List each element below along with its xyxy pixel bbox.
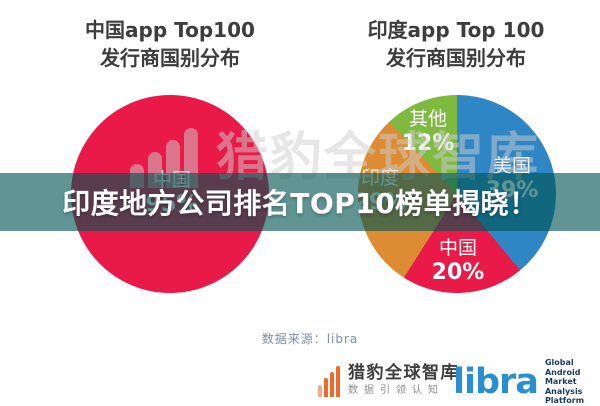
libra-tagline-line2: Android Market — [544, 367, 581, 387]
libra-logo-text: libra — [453, 361, 539, 402]
slice-label: 中国 — [438, 237, 478, 259]
cheetah-lab-logo: 猎豹全球智库 数据引领认知 — [318, 364, 459, 397]
cheetah-lab-name: 猎豹全球智库 — [348, 363, 459, 383]
libra-logo: libra Global Android Market Analysis Pla… — [453, 358, 600, 406]
headline-text: 印度地方公司排名TOP10榜单揭晓！ — [62, 187, 538, 220]
cheetah-lab-tagline: 数据引领认知 — [348, 385, 444, 396]
slice-label: 其他 — [408, 108, 448, 130]
libra-tagline-line3: Analysis Platform — [544, 386, 585, 406]
libra-logo-tagline: Global Android Market Analysis Platform — [545, 358, 600, 406]
india-pie-label-other: 其他 12% — [402, 108, 455, 156]
slice-label: 美国 — [492, 155, 532, 177]
slice-percent: 20% — [431, 260, 485, 285]
china-chart-title-line1: 中国app Top100 — [85, 18, 255, 42]
cheetah-lab-logo-text: 猎豹全球智库 数据引领认知 — [348, 364, 459, 397]
libra-tagline-line1: Global — [544, 358, 574, 367]
india-chart-title-line1: 印度app Top 100 — [367, 18, 545, 42]
india-pie-label-china: 中国 20% — [432, 237, 485, 285]
china-chart-title: 中国app Top100 发行商国别分布 — [60, 16, 280, 72]
china-chart-title-line2: 发行商国别分布 — [100, 46, 240, 70]
india-chart-title: 印度app Top 100 发行商国别分布 — [346, 16, 566, 72]
headline-banner: 印度地方公司排名TOP10榜单揭晓！ — [0, 173, 600, 231]
slice-percent: 12% — [401, 131, 455, 156]
india-chart-title-line2: 发行商国别分布 — [386, 46, 526, 70]
data-source-note: 数据来源：libra — [261, 332, 359, 346]
bar-chart-logo-icon — [318, 366, 342, 397]
